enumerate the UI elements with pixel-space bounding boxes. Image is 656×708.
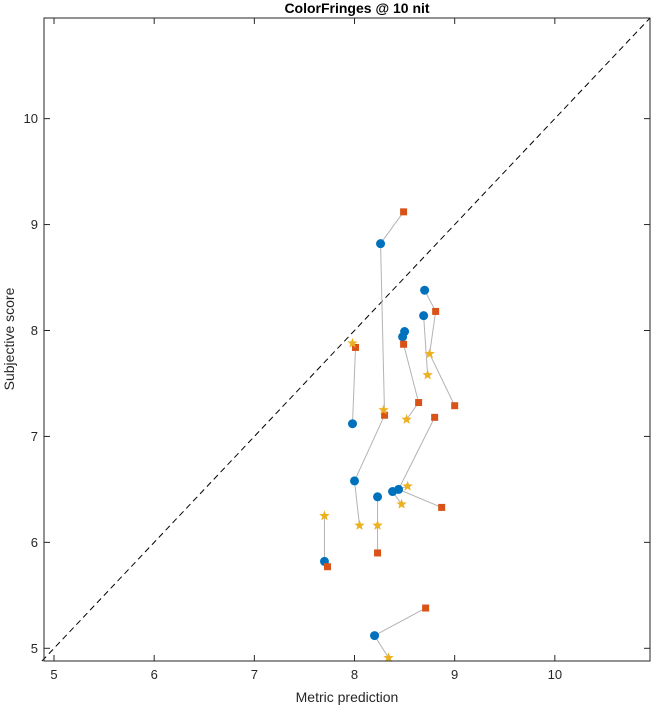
star-marker-2-7 (354, 519, 365, 530)
plot-frame (43, 17, 651, 662)
connector-line-5 (423, 315, 429, 376)
connector-line-4 (429, 311, 437, 354)
axis-ticks: 5 6 7 8 9 10 5 6 7 8 9 10 (24, 18, 650, 682)
y-axis-label: Subjective score (1, 287, 17, 390)
square-marker-1-1 (432, 307, 440, 315)
square-marker-1-6 (381, 411, 389, 419)
connector-line-17 (398, 417, 436, 490)
square-marker-1-9 (374, 549, 382, 557)
square-marker-1-10 (323, 563, 331, 571)
connector-line-8 (403, 344, 420, 403)
square-marker-1-0 (400, 208, 408, 216)
connector-line-13 (354, 415, 386, 482)
circle-marker-0-11 (370, 631, 380, 641)
star-marker-2-0 (424, 348, 435, 359)
x-tick-label-2: 7 (251, 667, 258, 682)
star-marker-2-3 (347, 337, 358, 348)
square-marker-1-2 (400, 340, 408, 348)
connector-line-0 (380, 211, 404, 244)
square-marker-1-8 (438, 503, 446, 511)
circle-marker-0-0 (376, 239, 386, 249)
y-tick-label-3: 8 (31, 323, 38, 338)
square-marker-1-3 (415, 399, 423, 407)
star-marker-2-5 (402, 480, 413, 491)
square-marker-1-7 (431, 413, 439, 421)
x-tick-label-5: 10 (548, 667, 562, 682)
x-axis-label: Metric prediction (296, 689, 399, 705)
x-tick-label-1: 6 (151, 667, 158, 682)
connector-line-14 (354, 480, 361, 526)
square-marker-1-11 (422, 604, 430, 612)
y-tick-label-5: 10 (24, 111, 38, 126)
y-tick-label-4: 9 (31, 217, 38, 232)
circle-marker-0-9 (394, 484, 404, 494)
circle-marker-0-3 (419, 311, 429, 321)
star-marker-2-1 (422, 369, 433, 380)
reference-diagonal-line (41, 17, 651, 662)
connector-line-18 (398, 488, 442, 508)
star-marker-2-4 (378, 404, 389, 415)
circle-marker-0-4 (398, 332, 408, 342)
square-marker-1-4 (451, 402, 459, 410)
circle-marker-0-1 (420, 285, 430, 295)
star-marker-2-9 (319, 510, 330, 521)
circle-marker-0-6 (350, 476, 360, 486)
connector-line-10 (429, 353, 456, 406)
circle-marker-0-5 (348, 419, 358, 429)
x-tick-label-0: 5 (50, 667, 57, 682)
star-marker-2-6 (396, 498, 407, 509)
star-marker-2-10 (383, 652, 394, 663)
x-tick-label-3: 8 (351, 667, 358, 682)
circle-marker-0-7 (373, 492, 383, 502)
connector-line-1 (380, 243, 386, 416)
y-tick-label-1: 6 (31, 535, 38, 550)
connector-line-11 (352, 347, 357, 424)
x-tick-label-4: 9 (451, 667, 458, 682)
connector-line-22 (374, 607, 426, 637)
chart-title: ColorFringes @ 10 nit (284, 0, 429, 16)
y-tick-label-2: 7 (31, 429, 38, 444)
star-marker-2-2 (401, 413, 412, 424)
plot-area (41, 17, 651, 663)
star-marker-2-8 (372, 519, 383, 530)
y-tick-label-0: 5 (31, 641, 38, 656)
